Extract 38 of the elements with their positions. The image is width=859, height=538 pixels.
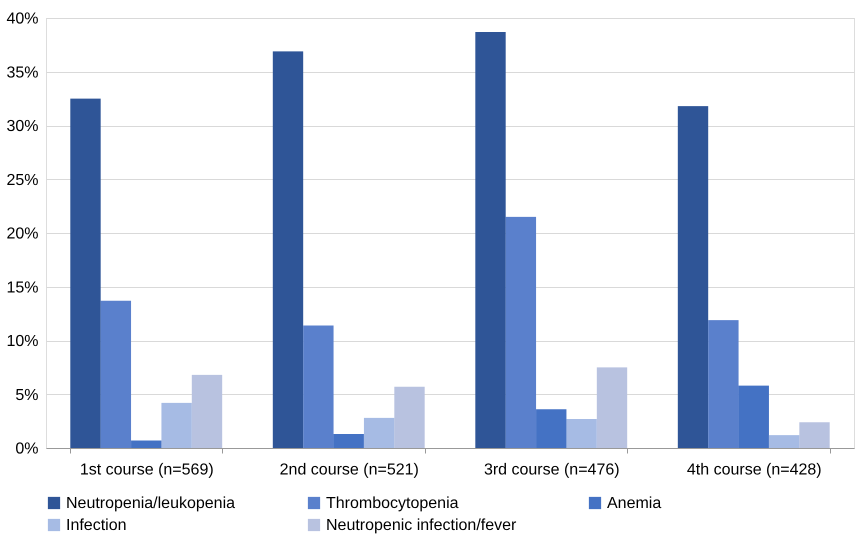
legend-label: Neutropenic infection/fever (326, 517, 517, 534)
legend-label: Neutropenia/leukopenia (66, 495, 236, 512)
x-tick-label: 1st course (n=569) (80, 462, 214, 478)
bar (131, 440, 162, 448)
bar (161, 402, 192, 448)
y-tick-label: 35% (6, 64, 38, 82)
legend-label: Thrombocytopenia (326, 495, 459, 512)
y-tick-label: 25% (6, 172, 38, 189)
bar (100, 300, 132, 448)
x-tick-label: 4th course (n=428) (686, 462, 822, 478)
bar (303, 325, 334, 448)
bar (475, 32, 506, 448)
bar (394, 386, 425, 448)
y-tick-label: 20% (6, 226, 38, 242)
bar (364, 418, 394, 448)
bar (506, 216, 536, 448)
y-tick-label: 5% (15, 386, 38, 404)
legend-label: Infection (66, 517, 126, 534)
bar (334, 434, 364, 448)
bar (596, 367, 628, 448)
bar (738, 386, 769, 448)
y-tick-label: 15% (6, 279, 38, 296)
bar (70, 98, 101, 448)
y-tick-label: 30% (6, 118, 38, 135)
bar (768, 435, 800, 448)
bar (566, 418, 597, 448)
bar (272, 51, 304, 448)
bar (678, 106, 708, 448)
y-tick-label: 40% (6, 10, 38, 28)
y-tick-label: 10% (6, 333, 38, 350)
x-tick-label: 3rd course (n=476) (484, 462, 620, 478)
bar (192, 374, 222, 448)
bar (708, 320, 739, 448)
x-tick-label: 2nd course (n=521) (280, 462, 419, 478)
y-tick-label: 0% (15, 440, 38, 458)
bar (536, 409, 566, 448)
legend-label: Anemia (607, 495, 662, 512)
bar (799, 422, 830, 448)
